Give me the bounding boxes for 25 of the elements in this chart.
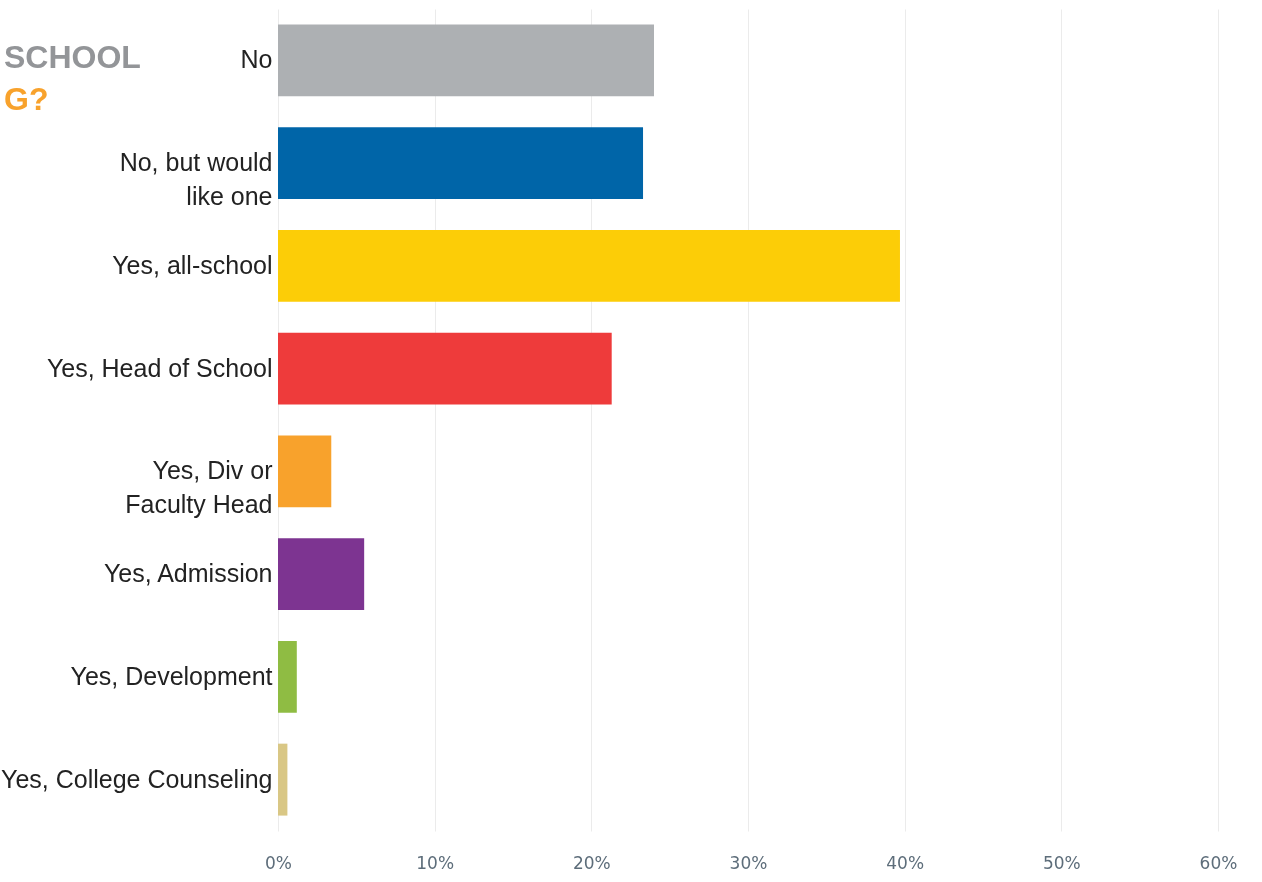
- bar: [278, 743, 288, 816]
- x-tick-label: 50%: [1042, 852, 1081, 873]
- x-tick-label: 20%: [572, 852, 611, 873]
- y-tick-label: Yes, Head of School: [46, 353, 273, 382]
- bar: [278, 332, 612, 405]
- y-tick-label: Yes, all-school: [112, 250, 273, 279]
- x-tick-label: 40%: [886, 852, 925, 873]
- bar: [278, 538, 365, 611]
- bar: [278, 640, 297, 713]
- y-tick-label: Yes, College Counseling: [1, 764, 273, 793]
- y-tick-label: Yes, Div or Faculty Head: [125, 456, 273, 519]
- y-tick-label: Yes, Admission: [103, 559, 273, 588]
- bar: [278, 127, 644, 200]
- text: G?: [4, 80, 50, 119]
- x-tick-label: 60%: [1199, 852, 1238, 873]
- y-tick-label: No, but would like one: [119, 148, 273, 211]
- y-tick-label: No: [240, 45, 273, 74]
- bar: [278, 24, 654, 97]
- x-tick-label: 10%: [416, 852, 455, 873]
- x-tick-label: 30%: [729, 852, 768, 873]
- text: SCHOOL: [4, 38, 141, 77]
- x-tick-label: 0%: [265, 852, 292, 873]
- bar: [278, 435, 332, 508]
- y-tick-label: Yes, Development: [70, 661, 273, 690]
- bar: [278, 229, 900, 302]
